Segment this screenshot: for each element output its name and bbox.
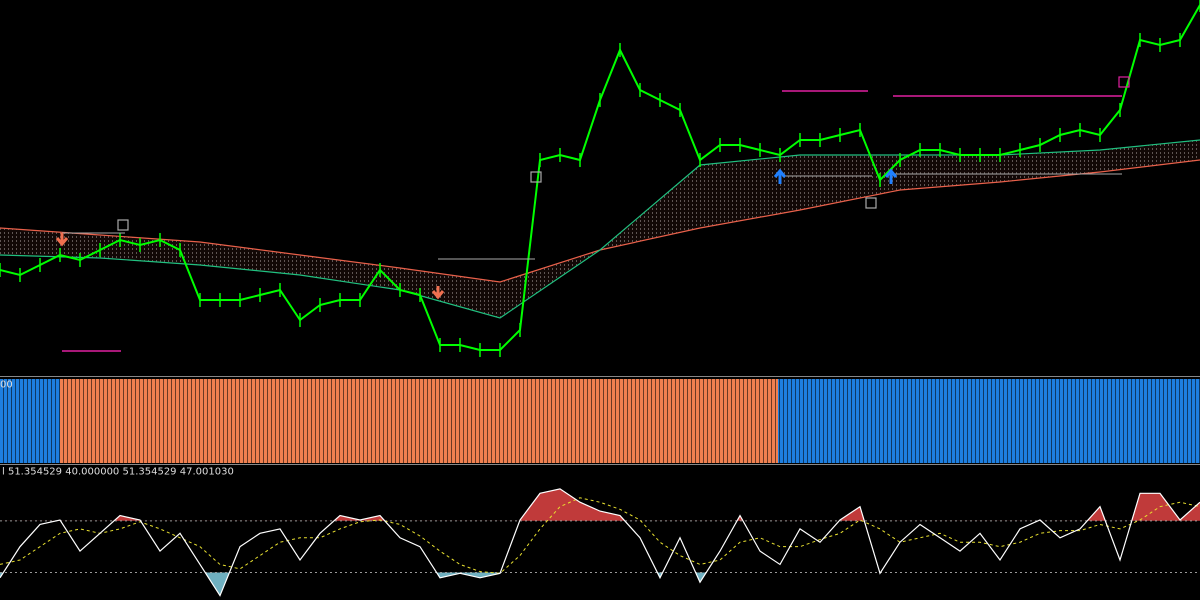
oscillator-label: l 51.354529 40.000000 51.354529 47.00103… (2, 466, 234, 477)
check-mark (1118, 76, 1130, 88)
signal-line (0, 497, 1200, 574)
sell-arrow (55, 233, 69, 247)
segment-stripes (60, 379, 778, 463)
oscillator-line (0, 488, 1200, 597)
ma-ribbon (0, 140, 1200, 318)
check-mark (117, 219, 129, 231)
histogram-panel (0, 379, 1200, 463)
sell-arrow (431, 286, 445, 300)
histogram-label: 00 (0, 379, 13, 390)
ma-ribbon-tint (0, 140, 1200, 318)
buy-arrow (884, 168, 898, 184)
price-panel (0, 0, 1200, 357)
signals (55, 76, 1130, 352)
segment-stripes (0, 379, 60, 463)
segment-stripes (778, 379, 1200, 463)
oversold-fill (0, 572, 881, 596)
check-mark (865, 197, 877, 209)
check-mark (530, 171, 542, 183)
buy-arrow (773, 168, 787, 184)
oscillator-panel (0, 488, 1200, 597)
